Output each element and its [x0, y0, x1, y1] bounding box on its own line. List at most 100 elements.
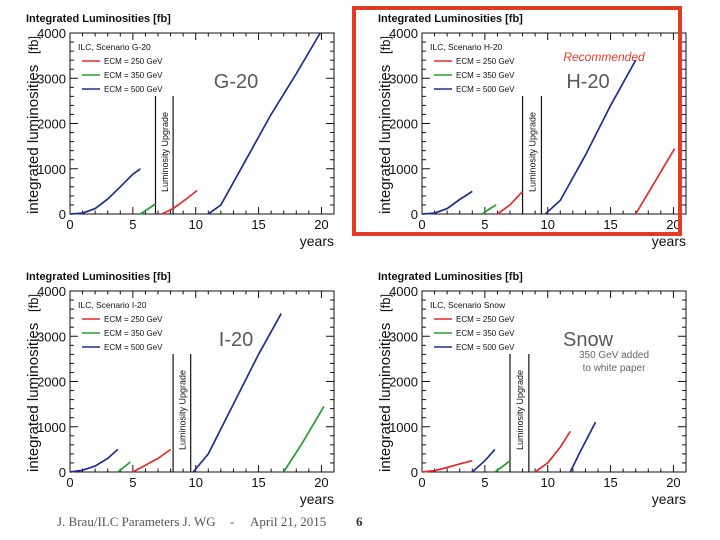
series-line	[192, 313, 282, 473]
x-tick-label: 15	[251, 217, 265, 232]
x-tick-label: 15	[603, 217, 617, 232]
series-line	[494, 460, 511, 473]
x-tick-label: 0	[66, 217, 73, 232]
x-tick-label: 5	[129, 475, 136, 490]
upgrade-label: Luminosity Upgrade	[177, 370, 187, 450]
legend-entry: ECM = 250 GeV	[104, 57, 163, 66]
x-tick-label: 5	[129, 217, 136, 232]
scenario-label: ILC, Scenario I-20	[78, 300, 147, 310]
chart-snow: Integrated Luminosities [fb] integrated l…	[377, 271, 687, 507]
series-line	[69, 448, 119, 473]
y-axis-unit: [fb]	[378, 36, 393, 54]
chart-i20: Integrated Luminosities [fb] integrated l…	[25, 271, 335, 507]
scenario-big-label: I-20	[219, 329, 253, 351]
series-line	[481, 204, 497, 215]
series-line	[634, 147, 676, 215]
footer-separator: -	[230, 514, 235, 529]
upgrade-label: Luminosity Upgrade	[160, 112, 170, 192]
y-tick-label: 2000	[37, 375, 66, 390]
y-tick-label: 3000	[37, 329, 66, 344]
y-axis-unit: [fb]	[378, 294, 393, 312]
y-axis-unit: [fb]	[26, 294, 41, 312]
y-tick-label: 4000	[37, 284, 66, 299]
x-tick-label: 20	[314, 475, 328, 490]
scenario-label: ILC, Scenario Snow	[430, 300, 506, 310]
x-tick-label: 0	[66, 475, 73, 490]
y-tick-label: 2000	[389, 117, 418, 132]
x-tick-label: 0	[418, 475, 425, 490]
y-tick-label: 3000	[37, 71, 66, 86]
legend-entry: ECM = 250 GeV	[456, 57, 515, 66]
y-tick-label: 0	[59, 207, 66, 222]
legend-entry: ECM = 500 GeV	[104, 85, 163, 94]
scenario-big-label: Snow	[563, 329, 614, 351]
y-axis-unit: [fb]	[26, 36, 41, 54]
x-tick-label: 20	[666, 217, 680, 232]
y-tick-label: 4000	[389, 26, 418, 41]
series-line	[69, 168, 141, 215]
y-tick-label: 2000	[37, 117, 66, 132]
x-tick-label: 15	[251, 475, 265, 490]
series-line	[132, 448, 172, 473]
series-line	[544, 59, 637, 215]
x-tick-label: 10	[188, 217, 202, 232]
footer-page: 6	[356, 514, 363, 529]
recommended-label: Recommended	[563, 50, 645, 64]
x-tick-label: 5	[481, 217, 488, 232]
legend-entry: ECM = 350 GeV	[104, 71, 163, 80]
annotation-note: to white paper	[583, 363, 646, 374]
x-tick-label: 20	[666, 475, 680, 490]
y-tick-label: 2000	[389, 375, 418, 390]
series-line	[139, 203, 156, 215]
scenario-big-label: G-20	[214, 71, 258, 93]
footer-author: J. Brau/ILC Parameters J. WG	[57, 514, 216, 529]
y-tick-label: 3000	[389, 71, 418, 86]
scenario-big-label: H-20	[566, 71, 609, 93]
legend-entry: ECM = 250 GeV	[456, 315, 515, 324]
y-tick-label: 0	[411, 465, 418, 480]
y-tick-label: 0	[59, 465, 66, 480]
series-line	[161, 189, 198, 215]
y-axis-label: integrated luminosities	[25, 323, 42, 472]
footer-date: April 21, 2015	[250, 514, 327, 529]
y-tick-label: 1000	[37, 162, 66, 177]
legend-entry: ECM = 500 GeV	[456, 85, 515, 94]
scenario-label: ILC, Scenario G-20	[78, 42, 151, 52]
series-line	[282, 405, 325, 473]
series-line	[117, 461, 131, 473]
x-tick-label: 10	[188, 475, 202, 490]
x-axis-label: years	[652, 233, 686, 249]
footer: J. Brau/ILC Parameters J. WG - April 21,…	[0, 514, 720, 536]
y-tick-label: 1000	[37, 420, 66, 435]
y-axis-label: integrated luminosities	[25, 65, 42, 214]
legend-entry: ECM = 500 GeV	[456, 343, 515, 352]
legend-entry: ECM = 350 GeV	[104, 329, 163, 338]
series-line	[421, 459, 473, 473]
legend-entry: ECM = 500 GeV	[104, 343, 163, 352]
legend-entry: ECM = 350 GeV	[456, 329, 515, 338]
legend-entry: ECM = 350 GeV	[456, 71, 515, 80]
recommended-frame	[352, 6, 682, 236]
y-tick-label: 4000	[37, 26, 66, 41]
chart-title: Integrated Luminosities [fb]	[26, 13, 171, 25]
legend-entry: ECM = 250 GeV	[104, 315, 163, 324]
x-tick-label: 0	[418, 217, 425, 232]
chart-title: Integrated Luminosities [fb]	[26, 271, 171, 283]
y-tick-label: 0	[411, 207, 418, 222]
series-line	[421, 190, 473, 215]
series-line	[496, 190, 524, 215]
x-axis-label: years	[652, 491, 686, 507]
chart-title: Integrated Luminosities [fb]	[378, 271, 523, 283]
x-axis-label: years	[300, 491, 334, 507]
series-line	[471, 448, 496, 473]
upgrade-label: Luminosity Upgrade	[528, 112, 538, 192]
chart-h20: Integrated Luminosities [fb] integrated l…	[377, 13, 687, 249]
y-axis-label: integrated luminosities	[377, 323, 394, 472]
x-tick-label: 20	[314, 217, 328, 232]
y-tick-label: 1000	[389, 162, 418, 177]
annotation-note: 350 GeV added	[579, 350, 649, 361]
x-tick-label: 15	[603, 475, 617, 490]
scenario-label: ILC, Scenario H-20	[430, 42, 503, 52]
y-tick-label: 1000	[389, 420, 418, 435]
series-line	[534, 430, 572, 473]
